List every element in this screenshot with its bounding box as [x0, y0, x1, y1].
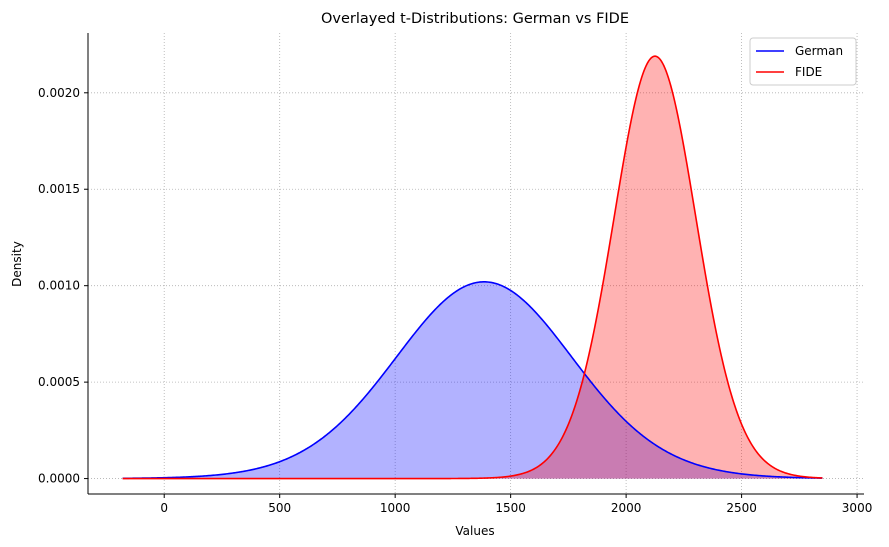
x-tick-label: 1500	[495, 501, 526, 515]
chart-title: Overlayed t-Distributions: German vs FID…	[321, 11, 629, 27]
x-tick-label: 2500	[726, 501, 757, 515]
y-axis-title: Density	[10, 241, 24, 287]
series-line-german	[122, 281, 823, 480]
y-tick-label: 0.0020	[38, 86, 80, 100]
legend-label-german: German	[795, 44, 843, 58]
x-tick-label: 0	[160, 501, 168, 515]
x-tick-label: 500	[268, 501, 291, 515]
y-axis-ticks: 0.0000 0.0005 0.0010 0.0015 0.0020	[38, 86, 88, 486]
series-fill-german	[122, 281, 823, 479]
y-tick-label: 0.0015	[38, 182, 80, 196]
series-lines	[122, 55, 823, 480]
series-fill-fide	[122, 56, 823, 479]
axes	[87, 33, 864, 495]
x-axis-ticks: 0 500 1000 1500 2000 2500 3000	[160, 494, 872, 515]
x-tick-label: 3000	[842, 501, 873, 515]
y-tick-label: 0.0000	[38, 472, 80, 486]
series-fills	[122, 56, 823, 479]
x-tick-label: 1000	[380, 501, 411, 515]
y-tick-label: 0.0010	[38, 279, 80, 293]
legend-label-fide: FIDE	[795, 65, 822, 79]
x-tick-label: 2000	[611, 501, 642, 515]
x-axis-title: Values	[455, 524, 494, 538]
series-line-fide	[122, 55, 823, 480]
legend: German FIDE	[749, 37, 857, 86]
y-tick-label: 0.0005	[38, 375, 80, 389]
legend-frame	[749, 37, 857, 86]
